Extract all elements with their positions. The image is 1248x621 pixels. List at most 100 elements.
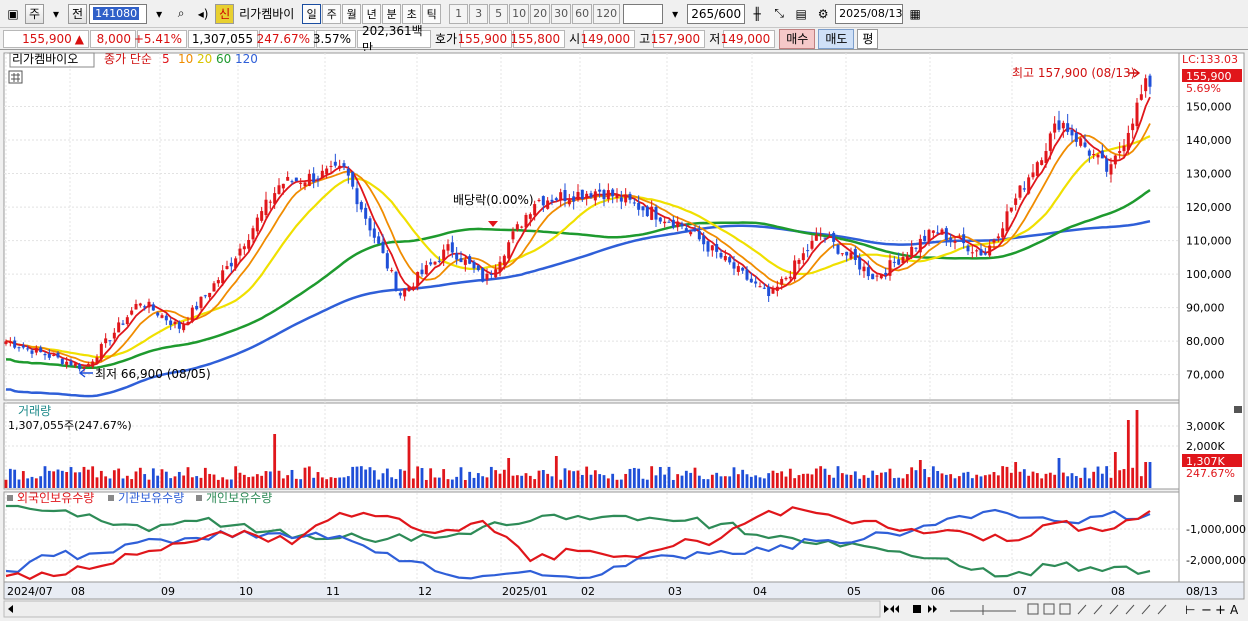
volume-bar [320, 477, 324, 488]
candle-body [82, 367, 86, 369]
candle-body [138, 303, 142, 306]
candle-body [550, 199, 554, 202]
candle-body [1001, 228, 1005, 238]
candle-body [559, 192, 563, 200]
legend-foreign-icon [7, 495, 13, 501]
minus-icon[interactable]: − [1201, 603, 1212, 618]
volume-bar [953, 478, 957, 488]
chevron-down-icon[interactable]: ▾ [156, 6, 163, 21]
candle-body [281, 183, 285, 189]
interval-button-60[interactable]: 60 [572, 3, 593, 24]
volume-bar [732, 467, 736, 488]
candle-body [411, 286, 415, 290]
tool-copy-icon[interactable] [1027, 603, 1039, 615]
volume-bar [862, 475, 866, 488]
horizontal-scrollbar[interactable] [3, 600, 881, 618]
volume-title: 거래량 [18, 404, 51, 418]
candle-body [996, 236, 1000, 239]
sell-button[interactable]: 매도 [818, 28, 855, 49]
volume-bar [611, 473, 615, 488]
zoom-slider[interactable] [950, 605, 1016, 615]
scroll-right-icon[interactable] [884, 605, 889, 613]
volume-bars [4, 410, 1152, 488]
stock-name: 리가켐바이 [239, 7, 295, 21]
grid-toggle-icon[interactable] [8, 70, 23, 84]
period-type-select[interactable]: 주 [25, 3, 45, 24]
interval-button-30[interactable]: 30 [551, 3, 572, 24]
candle-body [910, 246, 914, 256]
period-tab-0[interactable]: 일 [302, 3, 322, 24]
price-y-tick: 130,000 [1186, 168, 1232, 181]
rewind-icon[interactable] [890, 605, 899, 613]
interval-button-5[interactable]: 5 [489, 3, 509, 24]
tool-window-icon[interactable] [1059, 603, 1071, 615]
candle-body [563, 190, 567, 201]
chevron-down-icon[interactable]: ▾ [672, 6, 679, 21]
volume-bar [82, 466, 86, 488]
interval-button-3[interactable]: 3 [469, 3, 489, 24]
price-y-tick: 140,000 [1186, 134, 1232, 147]
search-icon[interactable]: ⌕ [177, 6, 185, 20]
period-tab-6[interactable]: 틱 [422, 3, 442, 24]
tool-copy2-icon[interactable] [1043, 603, 1055, 615]
period-tab-3[interactable]: 년 [362, 3, 382, 24]
calendar-icon[interactable]: ▦ [909, 6, 921, 21]
fast-forward-icon[interactable] [928, 605, 937, 613]
scroll-left-icon[interactable] [8, 605, 13, 613]
candle-type-icon[interactable]: ╫ [753, 6, 761, 21]
chevron-down-icon[interactable]: ▾ [53, 6, 60, 21]
period-tab-5[interactable]: 초 [402, 3, 422, 24]
low-price: 149,000 [721, 29, 776, 48]
volume-bar [875, 475, 879, 488]
zoom-out-icon[interactable]: ⊢ [1185, 603, 1195, 617]
panel-close-icon[interactable] [1234, 495, 1242, 502]
text-size-icon[interactable]: A [1230, 603, 1239, 617]
volume-bar [47, 470, 51, 488]
interval-button-1[interactable]: 1 [449, 3, 469, 24]
volume-bar [459, 467, 463, 488]
interval-button-20[interactable]: 20 [530, 3, 551, 24]
stock-code-input[interactable]: 141080 [89, 3, 148, 24]
save-icon[interactable]: ▤ [795, 6, 807, 21]
volume-bar [502, 469, 506, 488]
legend-individual-icon [196, 495, 202, 501]
volume-bar [580, 474, 584, 488]
volume-bar [364, 469, 368, 488]
date-input[interactable]: 2025/08/13 [835, 3, 904, 24]
buy-button[interactable]: 매수 [779, 28, 816, 49]
plus-icon[interactable]: + [1215, 603, 1226, 618]
candle-body [988, 245, 992, 256]
volume-bar [871, 470, 875, 488]
avg-button[interactable]: 평 [857, 28, 879, 49]
volume-readout: 1,307,055주(247.67%) [8, 419, 132, 432]
price-y-tick: 70,000 [1186, 369, 1225, 382]
volume-bar [853, 471, 857, 488]
candle-body [312, 173, 316, 183]
prev-button[interactable]: 전 [68, 3, 88, 24]
gear-icon[interactable]: ⚙ [817, 6, 829, 21]
stop-icon[interactable] [913, 605, 921, 613]
period-tab-1[interactable]: 주 [322, 3, 342, 24]
period-tab-4[interactable]: 분 [382, 3, 402, 24]
stock-chart[interactable]: 150,000 140,000 130,000 120,000 110,000 100,0… [0, 51, 1248, 621]
period-tab-2[interactable]: 월 [342, 3, 362, 24]
count-input[interactable]: 265/600 [687, 3, 746, 24]
candle-body [30, 350, 34, 354]
panel-close-icon[interactable] [1234, 406, 1242, 413]
speaker-icon[interactable]: ◂) [197, 6, 209, 21]
volume-bar [1144, 462, 1148, 488]
legend-individual: 개인보유수량 [206, 491, 272, 505]
window-icon[interactable]: ▣ [7, 6, 19, 21]
interval-button-10[interactable]: 10 [509, 3, 530, 24]
interval-custom-input[interactable] [623, 3, 664, 24]
draw-line-tools-icon[interactable] [1077, 604, 1167, 615]
draw-tools-icon[interactable]: ⤡ [774, 6, 784, 20]
credit-badge[interactable]: 신 [215, 3, 235, 24]
volume-bar [303, 467, 307, 488]
interval-button-120[interactable]: 120 [593, 3, 621, 24]
volume-bar [593, 470, 597, 488]
candle-body [645, 206, 649, 217]
candle-body [355, 188, 359, 205]
candle-body [975, 250, 979, 252]
volume-bar [195, 476, 199, 488]
